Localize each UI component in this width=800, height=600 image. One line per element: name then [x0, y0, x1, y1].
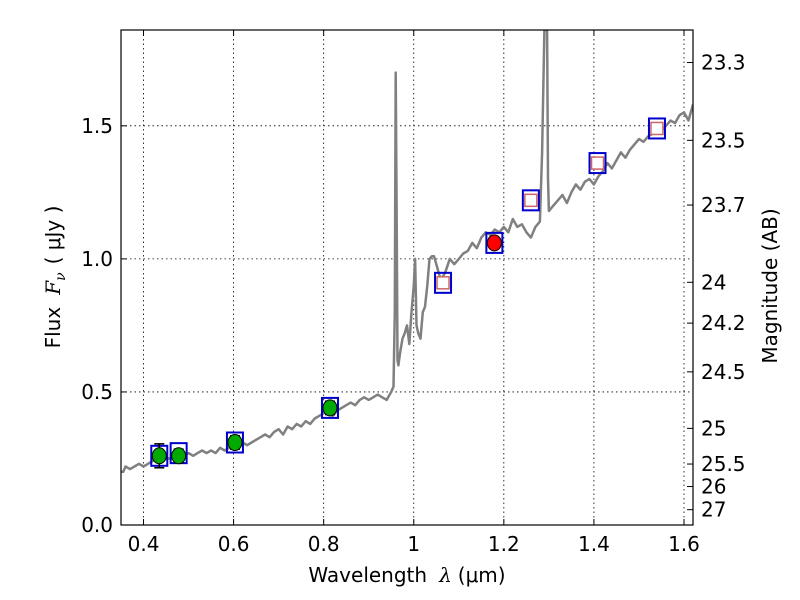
- upper-limit-marker: [650, 121, 664, 136]
- x-tick-label: 0.8: [308, 532, 340, 556]
- x-tick-label: 0.4: [128, 532, 160, 556]
- y2-tick-label: 24.5: [701, 360, 746, 384]
- y2-axis-label: Magnitude (AB): [758, 208, 782, 363]
- x-tick-label: 1.6: [668, 532, 700, 556]
- observed-point: [322, 399, 338, 417]
- model-photometry-square: [588, 152, 607, 175]
- model-photometry-square: [485, 231, 504, 254]
- y2-tick-label: 23.5: [701, 128, 746, 152]
- axes: 0.4 0.6 0.8 1 1.2 1.4 1.6 0.0 0.5 1.0 1.5 23.3 23.5 2…: [81, 30, 746, 556]
- y-tick-label: 1.5: [81, 114, 113, 138]
- y-tick-label: 0.0: [81, 513, 113, 537]
- y-tick-label: 1.0: [81, 247, 113, 271]
- y2-tick-label: 26: [701, 475, 726, 499]
- y-tick-label: 0.5: [81, 380, 113, 404]
- observed-point: [151, 447, 167, 465]
- x-axis-label: Wavelength λ (μm): [308, 563, 505, 587]
- observed-point: [171, 447, 187, 465]
- y2-tick-label: 23.7: [701, 193, 746, 217]
- y2-tick-label: 24: [701, 270, 726, 294]
- model-photometry-square: [434, 271, 453, 294]
- model-photometry-square: [320, 396, 339, 419]
- x-tick-label: 1: [407, 532, 420, 556]
- x-tick-label: 1.4: [578, 532, 610, 556]
- y2-tick-label: 25.5: [701, 452, 746, 476]
- y-axis-label: FluxFν( μJy ): [41, 206, 69, 349]
- model-photometry-square: [521, 189, 540, 212]
- plot-area: [121, 30, 693, 474]
- y2-tick-label: 24.2: [701, 311, 746, 335]
- plot-series: [121, 30, 693, 474]
- x-tick-label: 0.6: [218, 532, 250, 556]
- upper-limit-marker: [524, 193, 538, 208]
- x-tick-label: 1.2: [488, 532, 520, 556]
- model-photometry-square: [225, 431, 244, 454]
- upper-limit-marker: [590, 156, 605, 170]
- plot-frame: [120, 29, 694, 526]
- observed-point: [486, 234, 502, 252]
- y2-tick-label: 25: [701, 416, 726, 440]
- observed-point: [227, 434, 243, 451]
- y2-tick-label: 27: [701, 498, 726, 522]
- model-photometry-square: [647, 117, 666, 140]
- upper-limit-marker: [436, 276, 450, 290]
- y2-tick-label: 23.3: [701, 51, 746, 75]
